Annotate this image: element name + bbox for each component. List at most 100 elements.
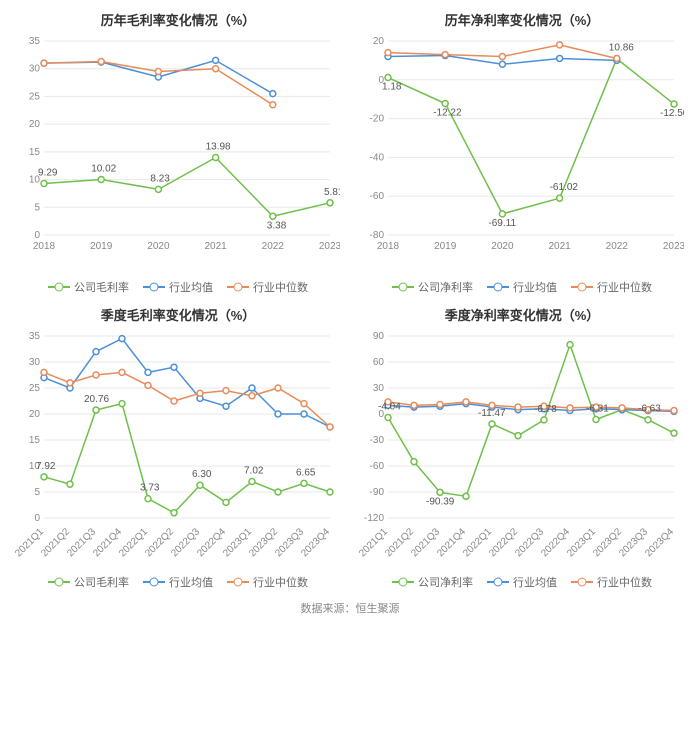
- svg-text:3.38: 3.38: [267, 220, 287, 231]
- svg-text:2018: 2018: [377, 241, 400, 252]
- svg-text:-6.78: -6.78: [534, 404, 557, 415]
- svg-text:-6.31: -6.31: [586, 403, 609, 414]
- chart-legend: 公司毛利率 行业均值 行业中位数: [10, 279, 346, 295]
- svg-text:-120: -120: [364, 513, 384, 524]
- chart-title: 历年净利率变化情况（%）: [354, 10, 690, 29]
- svg-text:2021: 2021: [204, 241, 227, 252]
- svg-text:-90.39: -90.39: [426, 496, 455, 507]
- svg-text:-90: -90: [370, 487, 385, 498]
- svg-text:2021: 2021: [548, 241, 571, 252]
- legend-item: 行业中位数: [227, 574, 308, 590]
- svg-text:-60: -60: [370, 461, 385, 472]
- svg-text:-4.04: -4.04: [378, 402, 401, 413]
- chart-legend: 公司净利率 行业均值行业中位数: [354, 574, 690, 590]
- legend-item: 行业均值: [487, 279, 557, 295]
- chart-legend: 公司净利率 行业均值 行业中位数: [354, 279, 690, 295]
- legend-label: 行业均值: [169, 574, 213, 590]
- legend-item: 行业均值: [143, 279, 213, 295]
- svg-text:10.86: 10.86: [609, 43, 634, 54]
- legend-item: 公司净利率: [392, 574, 473, 590]
- legend-label: 行业中位数: [253, 574, 308, 590]
- legend-label: 公司净利率: [418, 574, 473, 590]
- svg-text:30: 30: [373, 383, 385, 394]
- legend-label: 公司毛利率: [74, 574, 129, 590]
- legend-label: 公司净利率: [418, 279, 473, 295]
- svg-text:-20: -20: [370, 114, 385, 125]
- svg-text:20.76: 20.76: [84, 394, 109, 405]
- svg-text:-80: -80: [370, 230, 385, 241]
- svg-text:20: 20: [29, 119, 41, 130]
- legend-item: 行业中位数: [227, 279, 308, 295]
- chart-title: 季度毛利率变化情况（%）: [10, 305, 346, 324]
- svg-text:30: 30: [29, 64, 41, 75]
- svg-text:0: 0: [34, 513, 40, 524]
- chart-svg: -120-90-60-3003060902021Q12021Q22021Q320…: [354, 330, 684, 570]
- svg-text:-69.11: -69.11: [488, 218, 516, 229]
- svg-text:6.65: 6.65: [296, 467, 316, 478]
- svg-text:25: 25: [29, 383, 41, 394]
- svg-text:-30: -30: [370, 435, 385, 446]
- legend-item: 公司毛利率: [48, 279, 129, 295]
- chart-svg: 051015202530352018201920202021202220239.…: [10, 35, 340, 275]
- legend-item: 行业均值: [487, 574, 557, 590]
- svg-text:7.92: 7.92: [36, 461, 56, 472]
- svg-text:2018: 2018: [33, 241, 56, 252]
- svg-text:15: 15: [29, 435, 41, 446]
- svg-text:2019: 2019: [434, 241, 457, 252]
- svg-text:10.02: 10.02: [91, 163, 116, 174]
- svg-text:30: 30: [29, 357, 41, 368]
- chart-annual-gross-margin: 历年毛利率变化情况（%） 051015202530352018201920202…: [10, 10, 346, 295]
- legend-label: 行业中位数: [597, 279, 652, 295]
- legend-item: 公司毛利率: [48, 574, 129, 590]
- legend-label: 行业中位数: [253, 279, 308, 295]
- svg-text:3.73: 3.73: [140, 483, 160, 494]
- legend-item: 行业中位数: [571, 574, 652, 590]
- svg-text:-60: -60: [370, 191, 385, 202]
- svg-text:20: 20: [29, 409, 41, 420]
- svg-text:0: 0: [34, 230, 40, 241]
- svg-text:35: 35: [29, 36, 41, 47]
- svg-text:2022: 2022: [606, 241, 629, 252]
- svg-text:35: 35: [29, 331, 41, 342]
- svg-text:-40: -40: [370, 152, 385, 163]
- chart-title: 历年毛利率变化情况（%）: [10, 10, 346, 29]
- chart-svg: 051015202530352021Q12021Q22021Q32021Q420…: [10, 330, 340, 570]
- legend-item: 公司净利率: [392, 279, 473, 295]
- chart-quarterly-gross-margin: 季度毛利率变化情况（%） 051015202530352021Q12021Q22…: [10, 305, 346, 590]
- svg-text:13.98: 13.98: [206, 142, 231, 153]
- svg-text:-12.22: -12.22: [433, 108, 462, 119]
- svg-text:2023Q4: 2023Q4: [299, 526, 332, 559]
- svg-text:15: 15: [29, 147, 41, 158]
- chart-svg: -80-60-40-200202018201920202021202220231…: [354, 35, 684, 275]
- chart-annual-net-margin: 历年净利率变化情况（%） -80-60-40-20020201820192020…: [354, 10, 690, 295]
- svg-text:-61.02: -61.02: [550, 182, 579, 193]
- svg-text:9.29: 9.29: [38, 168, 58, 179]
- legend-label: 公司毛利率: [74, 279, 129, 295]
- data-source-text: 数据来源：恒生聚源: [10, 600, 690, 616]
- svg-text:2023: 2023: [663, 241, 684, 252]
- legend-label: 行业均值: [513, 574, 557, 590]
- legend-label: 行业均值: [513, 279, 557, 295]
- chart-legend: 公司毛利率 行业均值 行业中位数: [10, 574, 346, 590]
- legend-label: 行业均值: [169, 279, 213, 295]
- svg-text:2019: 2019: [90, 241, 113, 252]
- svg-text:20: 20: [373, 36, 385, 47]
- legend-item: 行业均值: [143, 574, 213, 590]
- chart-title: 季度净利率变化情况（%）: [354, 305, 690, 324]
- svg-text:2020: 2020: [147, 241, 170, 252]
- svg-text:-6.63: -6.63: [638, 404, 661, 415]
- svg-text:5: 5: [34, 487, 40, 498]
- svg-text:2023: 2023: [319, 241, 340, 252]
- svg-text:7.02: 7.02: [244, 465, 264, 476]
- svg-text:1.18: 1.18: [382, 82, 402, 93]
- svg-text:-12.50: -12.50: [660, 108, 684, 119]
- legend-item: 行业中位数: [571, 279, 652, 295]
- chart-quarterly-net-margin: 季度净利率变化情况（%） -120-90-60-3003060902021Q12…: [354, 305, 690, 590]
- svg-text:8.23: 8.23: [150, 173, 170, 184]
- svg-text:5.81: 5.81: [324, 187, 340, 198]
- svg-text:2022: 2022: [262, 241, 285, 252]
- svg-text:5: 5: [34, 202, 40, 213]
- svg-text:25: 25: [29, 91, 41, 102]
- svg-text:2023Q4: 2023Q4: [643, 526, 676, 559]
- svg-text:60: 60: [373, 357, 385, 368]
